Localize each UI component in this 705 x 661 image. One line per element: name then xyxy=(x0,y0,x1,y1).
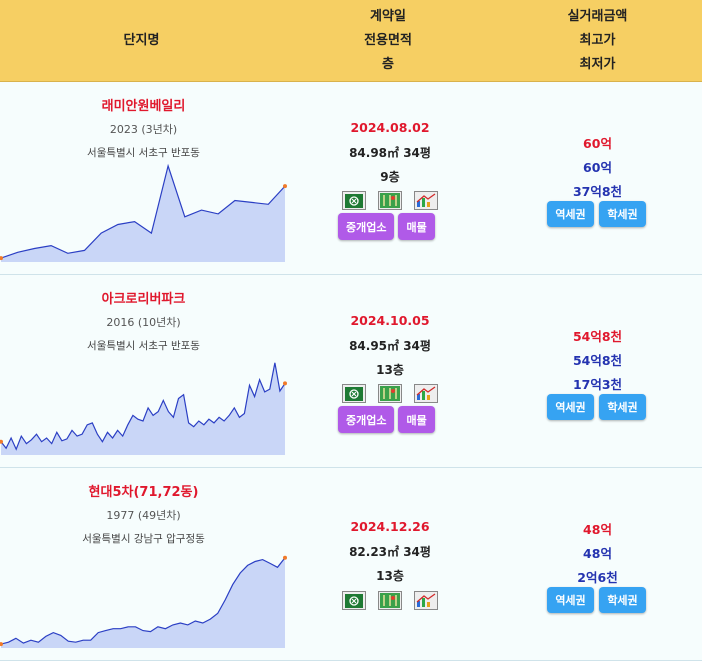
min-price: 17억3천 xyxy=(572,377,623,392)
excel-icon[interactable] xyxy=(342,384,366,403)
header-floor: 층 xyxy=(382,57,394,72)
price-trend-chart xyxy=(0,362,287,455)
station-area-button[interactable]: 역세권 xyxy=(547,394,594,420)
chart-area-fill xyxy=(1,165,285,262)
chart-point xyxy=(0,256,3,261)
address: 서울특별시 강남구 압구정동 xyxy=(82,533,205,545)
floor-text: 13층 xyxy=(376,363,404,377)
header-min: 최저가 xyxy=(579,57,616,72)
header-contract-info: 계약일 전용면적 층 xyxy=(283,0,493,82)
header-complex-name: 단지명 xyxy=(0,0,283,82)
header-label: 단지명 xyxy=(123,33,160,48)
complex-name-link[interactable]: 아크로리버파크 xyxy=(101,292,186,307)
chart-area-fill xyxy=(1,362,285,455)
contract-date: 2024.10.05 xyxy=(350,313,430,328)
table-row: 현대5차(71,72동) 1977 (49년차) 서울특별시 강남구 압구정동 … xyxy=(0,468,702,661)
contract-date: 2024.12.26 xyxy=(350,519,430,534)
trade-price: 60억 xyxy=(583,136,612,151)
build-year: 1977 (49년차) xyxy=(106,509,181,522)
build-year: 2023 (3년차) xyxy=(109,123,178,136)
listing-button[interactable]: 매물 xyxy=(398,213,435,240)
chart-series-line xyxy=(0,557,286,645)
school-area-button[interactable]: 학세권 xyxy=(599,394,646,420)
table-header: 단지명 계약일 전용면적 층 실거래금액 최고가 최저가 xyxy=(0,0,702,82)
area-text: 84.98㎡ 34평 xyxy=(349,146,431,160)
table-row: 래미안원베일리 2023 (3년차) 서울특별시 서초구 반포동 2024.08… xyxy=(0,82,702,275)
chart-point xyxy=(0,642,3,647)
price-trend-chart xyxy=(0,555,287,648)
school-area-button[interactable]: 학세권 xyxy=(599,587,646,613)
floor-text: 13층 xyxy=(376,569,404,583)
min-price: 37억8천 xyxy=(572,184,623,199)
chart-point xyxy=(283,381,287,386)
chart-series-line xyxy=(0,163,286,259)
trade-price: 48억 xyxy=(583,522,612,537)
chart-icon[interactable] xyxy=(414,591,438,610)
chart-point xyxy=(283,555,287,560)
chart-icon[interactable] xyxy=(414,191,438,210)
floor-text: 9층 xyxy=(380,170,400,184)
chart-point xyxy=(283,184,287,189)
broker-button[interactable]: 중개업소 xyxy=(338,406,395,433)
address: 서울특별시 서초구 반포동 xyxy=(87,147,200,159)
broker-button[interactable]: 중개업소 xyxy=(338,213,395,240)
max-price: 60억 xyxy=(583,160,612,175)
header-price-info: 실거래금액 최고가 최저가 xyxy=(493,0,702,82)
map-icon[interactable] xyxy=(378,384,402,403)
header-contract-date: 계약일 xyxy=(370,9,406,24)
chart-series-line xyxy=(0,362,286,451)
header-area: 전용면적 xyxy=(364,33,412,48)
chart-icon[interactable] xyxy=(414,384,438,403)
table-row: 아크로리버파크 2016 (10년차) 서울특별시 서초구 반포동 2024.1… xyxy=(0,275,702,468)
max-price: 54억8천 xyxy=(572,353,623,368)
area-text: 84.95㎡ 34평 xyxy=(349,339,431,353)
contract-date: 2024.08.02 xyxy=(350,120,430,135)
chart-point xyxy=(0,439,3,444)
area-text: 82.23㎡ 34평 xyxy=(349,545,431,559)
station-area-button[interactable]: 역세권 xyxy=(547,587,594,613)
chart-area-fill xyxy=(1,557,285,648)
address: 서울특별시 서초구 반포동 xyxy=(87,340,200,352)
build-year: 2016 (10년차) xyxy=(106,316,181,329)
listing-button[interactable]: 매물 xyxy=(398,406,435,433)
complex-name-link[interactable]: 현대5차(71,72동) xyxy=(88,485,199,500)
map-icon[interactable] xyxy=(378,591,402,610)
map-icon[interactable] xyxy=(378,191,402,210)
excel-icon[interactable] xyxy=(342,591,366,610)
min-price: 2억6천 xyxy=(577,570,618,585)
trade-price: 54억8천 xyxy=(572,329,623,344)
school-area-button[interactable]: 학세권 xyxy=(599,201,646,227)
max-price: 48억 xyxy=(583,546,612,561)
station-area-button[interactable]: 역세권 xyxy=(547,201,594,227)
excel-icon[interactable] xyxy=(342,191,366,210)
price-trend-chart xyxy=(0,163,287,262)
complex-name-link[interactable]: 래미안원베일리 xyxy=(101,99,186,114)
header-price: 실거래금액 xyxy=(567,9,628,24)
header-max: 최고가 xyxy=(579,33,616,48)
